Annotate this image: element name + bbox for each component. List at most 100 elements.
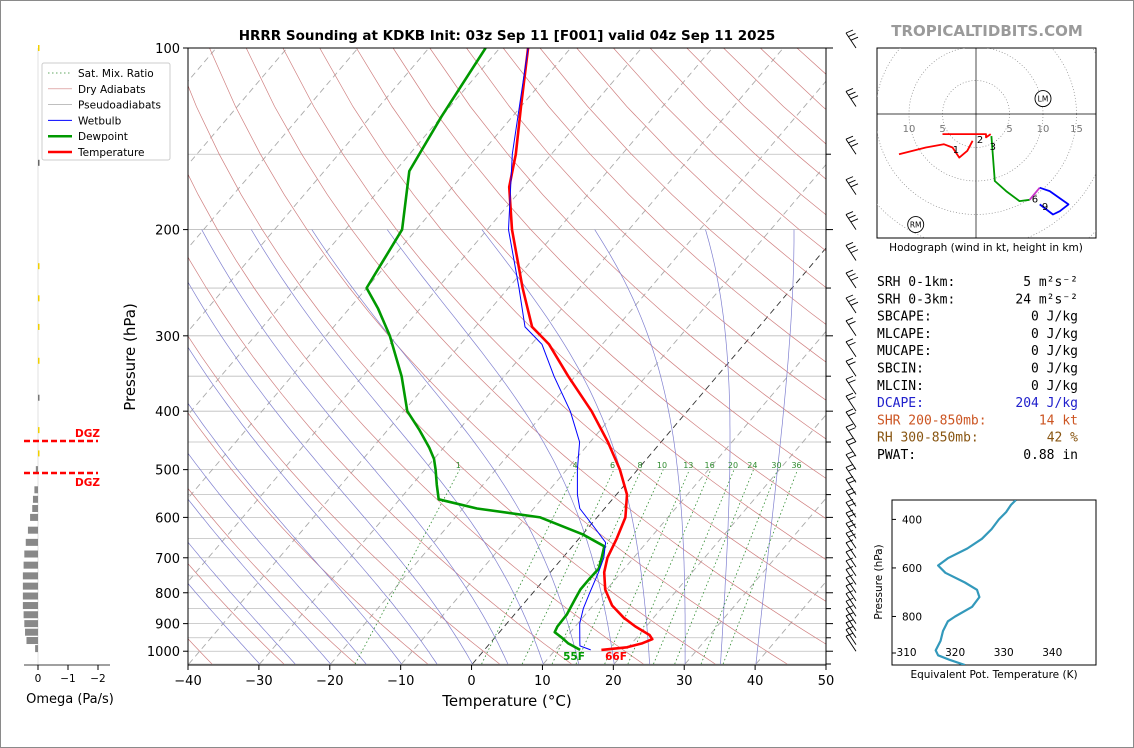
wind-barb-shaft — [845, 320, 857, 337]
mixing-ratio-label: 6 — [610, 461, 615, 470]
index-value: 0 J/kg — [1031, 310, 1078, 325]
wind-barb-flag — [845, 612, 854, 617]
moist-adiabat-line — [201, 229, 509, 665]
wind-barb-flag — [848, 33, 856, 38]
mixing-ratio-line — [700, 469, 778, 665]
thetae-y-tick-label: 800 — [902, 611, 922, 623]
isotherm-line — [684, 497, 826, 665]
index-label: SRH 0-1km: — [877, 275, 955, 290]
index-label: MUCAPE: — [877, 344, 932, 359]
mixing-ratio-line — [627, 469, 712, 665]
mixing-ratio-label: 10 — [657, 461, 667, 470]
wind-barb-flag — [845, 548, 854, 553]
wind-barb-flag — [848, 139, 856, 144]
wind-barb-flag — [848, 298, 856, 303]
wind-barb-shaft — [845, 560, 857, 577]
skewt-xlabel: Temperature (°C) — [441, 692, 571, 710]
omega-bar — [35, 645, 38, 653]
wind-barb-shaft — [845, 341, 857, 358]
legend-label: Pseudoadiabats — [78, 100, 161, 112]
hodo-height-label: 2 — [977, 135, 983, 146]
x-tick-label: −20 — [316, 674, 343, 689]
moist-adiabat-line — [188, 582, 260, 665]
wind-barb-flag — [848, 245, 856, 250]
index-value: 0 J/kg — [1031, 379, 1078, 394]
wind-barb-flag — [845, 619, 854, 624]
wind-barb-flag — [845, 451, 854, 456]
isotherm-line — [188, 48, 713, 665]
y-tick-label: 800 — [155, 587, 180, 602]
hodo-height-label: 1 — [953, 145, 959, 156]
wind-barb-shaft — [845, 91, 857, 107]
omega-bar — [22, 592, 38, 600]
moist-adiabat-line — [481, 229, 650, 665]
dry-adiabat-line — [188, 487, 357, 665]
isotherm-line — [542, 330, 826, 665]
trace-dewpoint — [365, 48, 606, 652]
omega-panel: DGZ DGZ 0 −1 −2 — [22, 45, 110, 685]
wind-barb-flag — [845, 626, 854, 630]
wind-barb-flag — [845, 566, 854, 570]
brand-logo: TROPICALTIDBITS.COM — [891, 22, 1083, 40]
mixing-ratio-line — [653, 469, 735, 665]
moist-adiabat-line — [188, 402, 402, 665]
wind-barb-flag — [845, 88, 854, 92]
moist-adiabat-line — [705, 229, 731, 665]
omega-bar — [38, 357, 40, 364]
wind-barb-flag — [848, 467, 856, 472]
x-tick-label: −30 — [245, 674, 272, 689]
y-tick-label: 700 — [155, 552, 180, 567]
wind-barb-flag — [845, 242, 854, 246]
wind-barb-shaft — [845, 600, 857, 617]
mixing-ratio-line — [354, 469, 461, 665]
wind-barb-flag — [848, 91, 856, 96]
wind-barb-shaft — [845, 622, 857, 639]
wind-barb-shaft — [845, 245, 857, 261]
wind-barb-flag — [848, 533, 856, 538]
moist-adiabat-line — [188, 346, 438, 665]
omega-tick-label: −1 — [60, 673, 75, 685]
wind-barb-shaft — [845, 635, 857, 652]
hodograph-title: Hodograph (wind in kt, height in km) — [889, 242, 1083, 254]
moist-adiabat-line — [755, 229, 795, 665]
wind-barb-flag — [850, 218, 859, 223]
moist-adiabat-line — [251, 229, 544, 665]
mixing-ratio-label: 24 — [747, 461, 757, 470]
wind-barb-flag — [848, 479, 856, 484]
hodo-segment — [1039, 186, 1070, 216]
index-label: SRH 0-3km: — [877, 292, 955, 307]
mixing-ratio-label: 16 — [705, 461, 715, 470]
isotherm-line — [613, 414, 826, 665]
index-value: 0.88 in — [1023, 448, 1078, 463]
omega-bar — [30, 513, 38, 521]
skewt-plot-border — [187, 47, 827, 666]
wind-barb-flag — [845, 597, 854, 602]
omega-bar — [22, 582, 38, 590]
index-label: MLCIN: — [877, 379, 924, 394]
thetae-y-tick-label: 600 — [902, 563, 922, 575]
isotherm-line — [188, 48, 572, 499]
hodo-tick-label: 5 — [939, 124, 945, 135]
wind-barb-flag — [850, 301, 859, 306]
wind-barb-flag — [845, 557, 854, 562]
wind-barb-flag — [848, 341, 856, 346]
omega-bar — [38, 450, 40, 457]
isotherm-line — [188, 48, 642, 583]
isotherm-line — [188, 48, 501, 416]
index-value: 24 m²s⁻² — [1015, 292, 1078, 307]
dry-adiabat-line — [319, 48, 826, 561]
hodo-tick-label: 15 — [1070, 124, 1083, 135]
mixing-ratio-label: 30 — [771, 461, 781, 470]
dry-adiabat-line — [188, 173, 644, 665]
wind-barb-flag — [845, 476, 854, 481]
trace-temperature — [507, 48, 654, 652]
dry-adiabat-line — [502, 48, 826, 363]
hodo-segment — [1028, 187, 1041, 201]
y-tick-label: 900 — [155, 618, 180, 633]
wind-barb-flag — [848, 179, 856, 184]
wind-barb-flag — [845, 529, 854, 534]
theta-e-profile — [934, 500, 1017, 665]
hodograph: 10 5 5 10 15 1 23 69 LM RM — [877, 48, 1096, 238]
wind-barb-flag — [845, 375, 854, 380]
